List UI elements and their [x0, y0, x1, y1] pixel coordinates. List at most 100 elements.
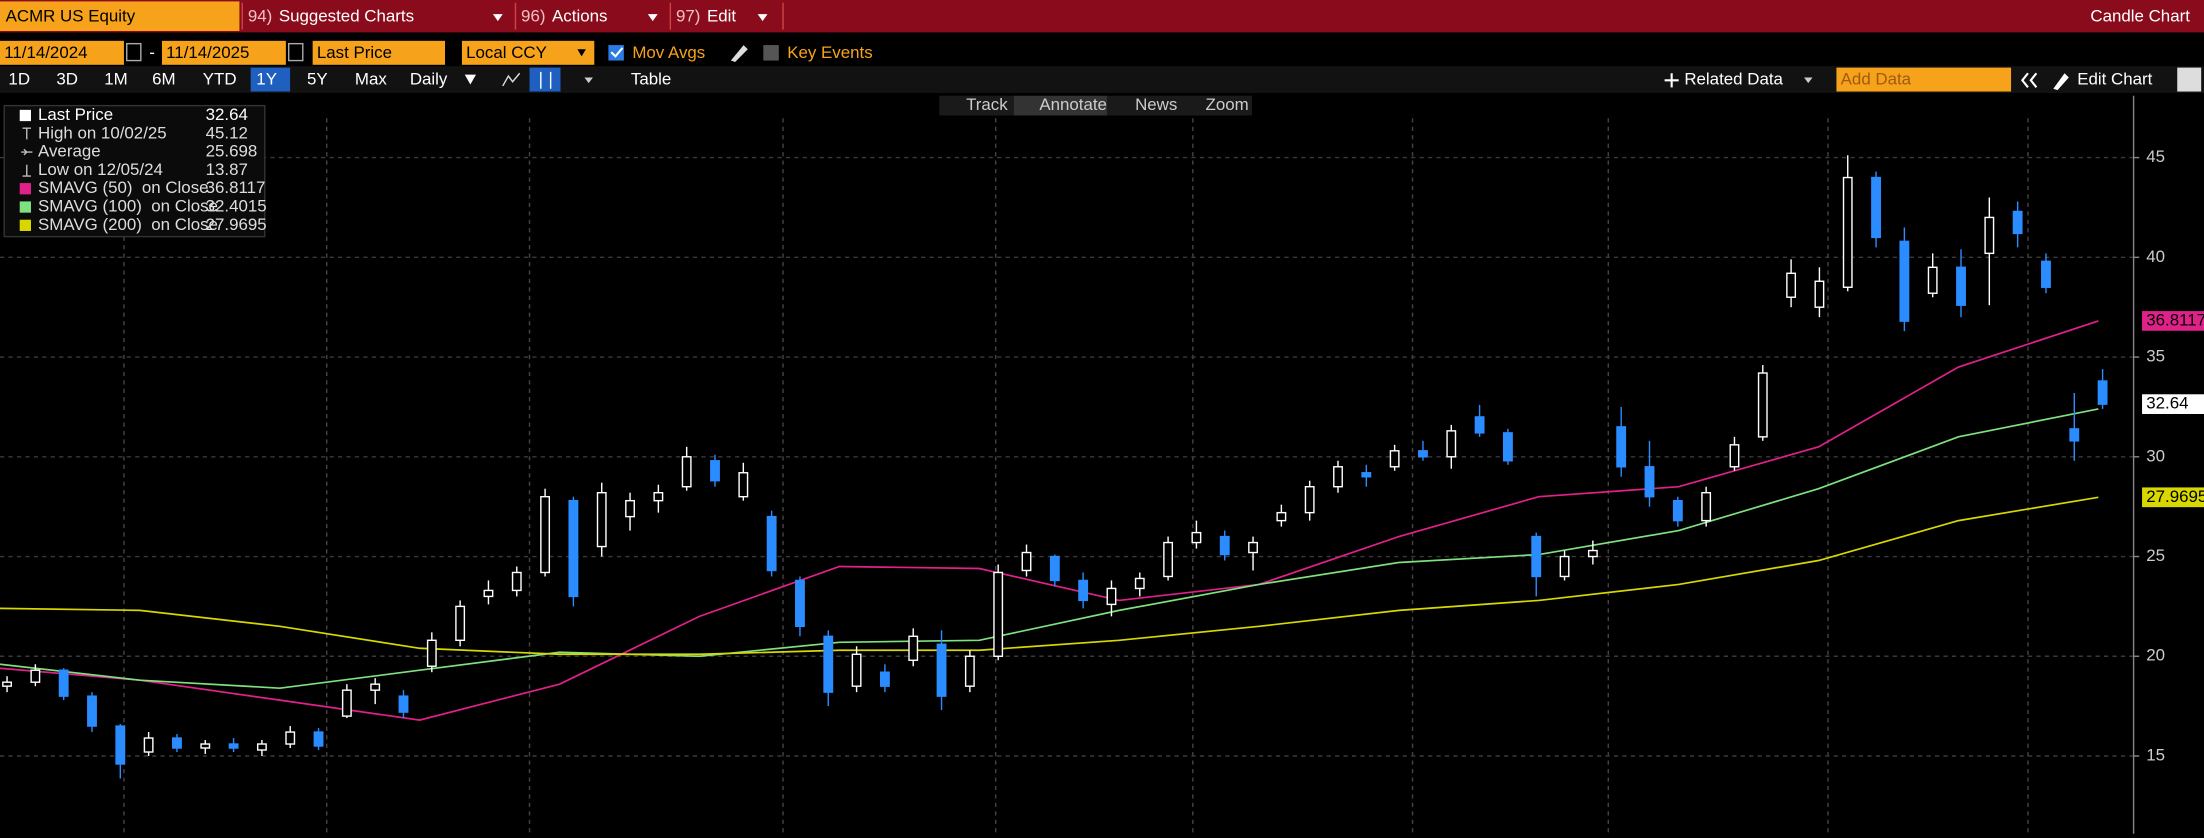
menu-arrow: [647, 14, 658, 22]
dropdown-arrow: [577, 49, 586, 57]
end-date-box[interactable]: [161, 40, 286, 65]
candle-body: [1049, 555, 1060, 582]
ticker: ACMR US Equity: [6, 6, 136, 25]
candle-body: [256, 743, 267, 751]
period-button[interactable]: 1D: [8, 70, 30, 89]
date-separator: -: [149, 43, 155, 62]
candle-body: [313, 731, 324, 747]
candle-body: [285, 731, 296, 745]
candle-body: [2041, 260, 2051, 288]
candle-body: [200, 743, 211, 749]
tool-button[interactable]: Zoom: [1206, 95, 1249, 114]
legend-label: SMAVG (200) on Close: [38, 215, 218, 234]
legend-icon: [21, 148, 33, 156]
pencil-icon[interactable]: [730, 45, 748, 62]
moving-average-line: [0, 496, 2099, 656]
legend-icon: [22, 164, 31, 177]
period-button[interactable]: YTD: [203, 70, 237, 89]
tool-highlight: [1013, 95, 1107, 116]
candle-body: [879, 671, 890, 687]
candle-body: [568, 499, 579, 598]
value-tag: [2142, 394, 2204, 414]
check-mark: [610, 47, 624, 58]
candle-body: [1163, 541, 1174, 578]
collapse-icon[interactable]: [2020, 72, 2038, 88]
line-icon[interactable]: [502, 72, 521, 87]
related-data[interactable]: Related Data: [1684, 70, 1783, 89]
legend-label: Average: [38, 142, 101, 161]
menu-label[interactable]: Edit: [707, 6, 736, 25]
candle-body: [1078, 579, 1089, 602]
selected-period: [250, 67, 291, 92]
value-tag: [2142, 487, 2204, 508]
candle-body: [1446, 430, 1457, 458]
period-button[interactable]: 5Y: [307, 70, 328, 89]
candle-body: [1786, 272, 1797, 298]
start-date-box[interactable]: [0, 40, 124, 65]
key-events: Key Events: [787, 43, 872, 62]
settings-icon[interactable]: [2177, 67, 2202, 92]
candle-body: [58, 669, 69, 697]
chart-type: Candle Chart: [2090, 6, 2190, 25]
field-box[interactable]: [312, 40, 446, 65]
menu-label[interactable]: Actions: [552, 6, 607, 25]
candle-icon-box[interactable]: [529, 67, 561, 92]
y-tick-label: 30: [2146, 446, 2165, 465]
dropdown-arrow: [584, 77, 593, 84]
candle-body: [851, 653, 862, 687]
field: Last Price: [317, 43, 392, 62]
currency-box[interactable]: [461, 40, 595, 65]
y-tick-label: 35: [2146, 347, 2165, 366]
y-tick-label: 20: [2146, 646, 2165, 665]
tool-button[interactable]: Track: [966, 95, 1008, 114]
period-button[interactable]: 1Y: [256, 70, 277, 89]
candle-body: [1672, 499, 1683, 522]
period-button[interactable]: 1M: [104, 70, 127, 89]
candle-body: [398, 695, 409, 713]
candle-body: [1191, 531, 1202, 544]
end-date: 11/14/2025: [166, 43, 249, 62]
candle-body: [2097, 380, 2108, 405]
y-tick-label: 25: [2146, 546, 2165, 565]
period-button[interactable]: 6M: [152, 70, 175, 89]
tool-button[interactable]: Annotate: [1039, 95, 1107, 114]
period-button[interactable]: Max: [355, 70, 387, 89]
candle-body: [1644, 466, 1655, 498]
menu-code: 97): [676, 6, 700, 25]
candle-body: [993, 571, 1004, 657]
edit-chart[interactable]: Edit Chart: [2077, 70, 2152, 89]
ticker-box[interactable]: [0, 1, 240, 31]
candle-body: [1984, 216, 1995, 255]
menu-label[interactable]: Suggested Charts: [279, 6, 414, 25]
add-data-box[interactable]: [1836, 67, 2012, 92]
candle-body: [681, 456, 692, 488]
period-button[interactable]: 3D: [56, 70, 78, 89]
legend-value: 27.9695: [206, 215, 267, 234]
candle-body: [143, 737, 154, 753]
key-events-checkbox[interactable]: [763, 45, 779, 61]
candle-body: [1701, 491, 1712, 522]
legend-swatch: [19, 109, 31, 122]
candle-body: [370, 683, 381, 691]
candle-body: [1021, 551, 1032, 572]
menu-code: 96): [521, 6, 545, 25]
candle-body: [540, 495, 551, 574]
table-button[interactable]: Table: [631, 70, 671, 89]
calendar-icon[interactable]: [287, 42, 304, 62]
legend-swatch: [19, 219, 31, 231]
tool-button[interactable]: News: [1135, 95, 1177, 114]
candle-body: [766, 515, 777, 572]
mov-avgs-checkbox[interactable]: [608, 45, 624, 61]
calendar-icon[interactable]: [126, 42, 142, 62]
mov-avgs: Mov Avgs: [632, 43, 705, 62]
frequency[interactable]: Daily: [410, 70, 448, 89]
legend-label: Low on 12/05/24: [38, 160, 163, 179]
y-tick-label: 40: [2146, 247, 2165, 266]
candle-body: [1474, 416, 1485, 434]
legend-value: 25.698: [206, 142, 258, 161]
candle-body: [1361, 472, 1372, 478]
candle-body: [1219, 535, 1230, 556]
legend-label: High on 10/02/25: [38, 123, 167, 142]
menu-code: 94): [248, 6, 272, 25]
